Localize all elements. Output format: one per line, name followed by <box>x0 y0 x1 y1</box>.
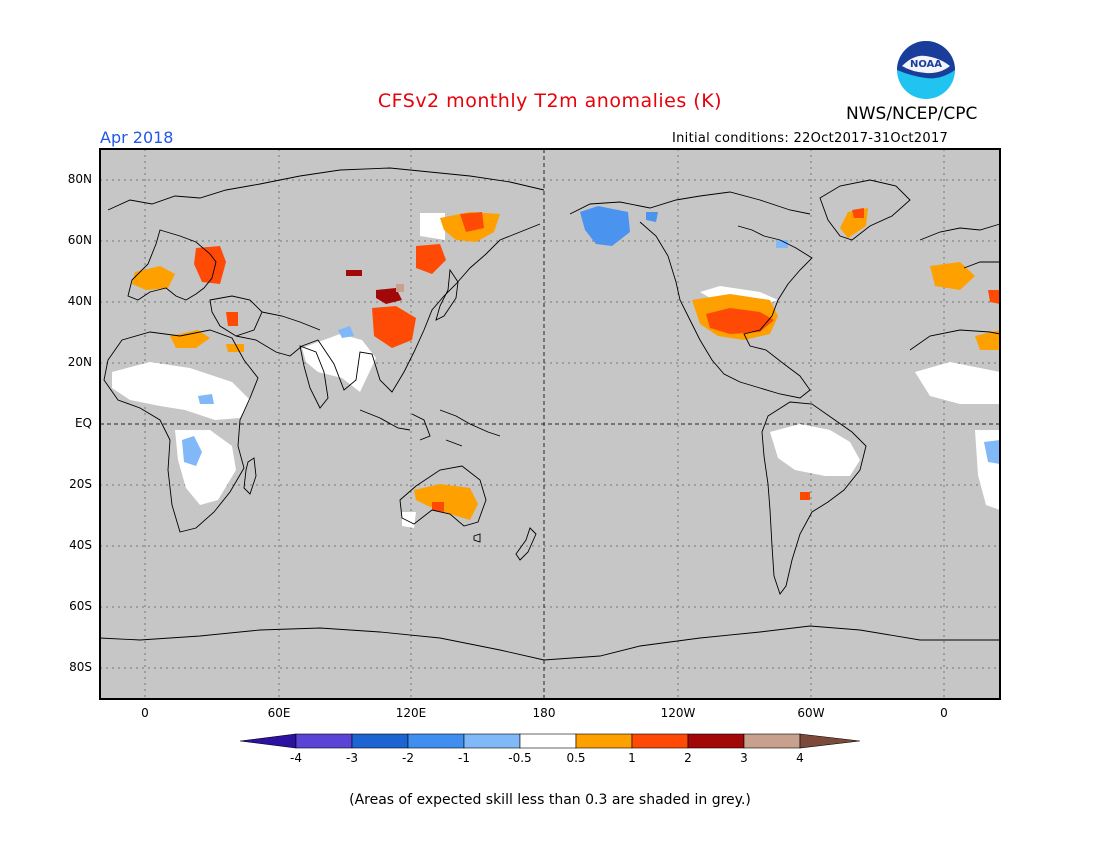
positive-anomaly-areas-extreme <box>396 284 404 292</box>
lon-label: 60E <box>267 706 291 720</box>
colorbar-label: 3 <box>740 751 748 765</box>
colorbar-label: -4 <box>290 751 302 765</box>
lat-label: 40S <box>69 538 92 552</box>
colorbar-bin <box>687 733 745 749</box>
colorbar-label: 1 <box>628 751 636 765</box>
lat-label: 20N <box>67 355 92 369</box>
logo-text: NOAA <box>910 59 942 70</box>
colorbar-bin <box>631 733 689 749</box>
colorbar-bin <box>463 733 521 749</box>
colorbar-bin <box>743 733 801 749</box>
colorbar-label: 2 <box>684 751 692 765</box>
lon-label: 0 <box>940 706 948 720</box>
colorbar-bin <box>575 733 633 749</box>
colorbar-bin <box>295 733 353 749</box>
map-title: CFSv2 monthly T2m anomalies (K) <box>377 90 723 112</box>
colorbar-label: 0.5 <box>566 751 586 765</box>
colorbar-bin <box>351 733 409 749</box>
colorbar-bin <box>519 733 577 749</box>
lat-label: 60N <box>67 233 92 247</box>
lat-label: 80N <box>67 172 92 186</box>
lon-label: 120W <box>660 706 696 720</box>
colorbar-label: -2 <box>402 751 414 765</box>
lat-label: 40N <box>67 294 92 308</box>
noaa-logo: NOAA <box>897 41 955 99</box>
lat-label: EQ <box>74 416 92 430</box>
colorbar-arrow-low <box>239 733 297 749</box>
lon-label: 120E <box>395 706 427 720</box>
coastlines <box>99 167 1001 661</box>
map-frame <box>99 148 1001 700</box>
positive-anomaly-areas-moderate <box>194 208 1000 512</box>
colorbar-label: -1 <box>458 751 470 765</box>
lat-label: 60S <box>69 599 92 613</box>
lon-label: 60W <box>797 706 825 720</box>
lat-label: 80S <box>69 660 92 674</box>
colorbar-label: -0.5 <box>508 751 532 765</box>
equator-dateline <box>100 149 1000 699</box>
graticule <box>100 149 1000 699</box>
lon-label: 180 <box>532 706 556 720</box>
organization-label: NWS/NCEP/CPC <box>846 104 978 124</box>
colorbar <box>239 733 861 749</box>
valid-month: Apr 2018 <box>100 128 174 147</box>
positive-anomaly-areas-strong <box>346 270 402 304</box>
colorbar-arrow-high <box>799 733 861 749</box>
initial-conditions: Initial conditions: 22Oct2017-31Oct2017 <box>672 131 949 146</box>
anomaly-map <box>99 148 1001 749</box>
negative-anomaly-areas <box>182 206 1000 466</box>
lat-label: 20S <box>69 477 92 491</box>
colorbar-label: -3 <box>346 751 358 765</box>
lon-label: 0 <box>141 706 149 720</box>
skill-footnote: (Areas of expected skill less than 0.3 a… <box>349 792 751 808</box>
colorbar-bin <box>407 733 465 749</box>
colorbar-label: 4 <box>796 751 804 765</box>
